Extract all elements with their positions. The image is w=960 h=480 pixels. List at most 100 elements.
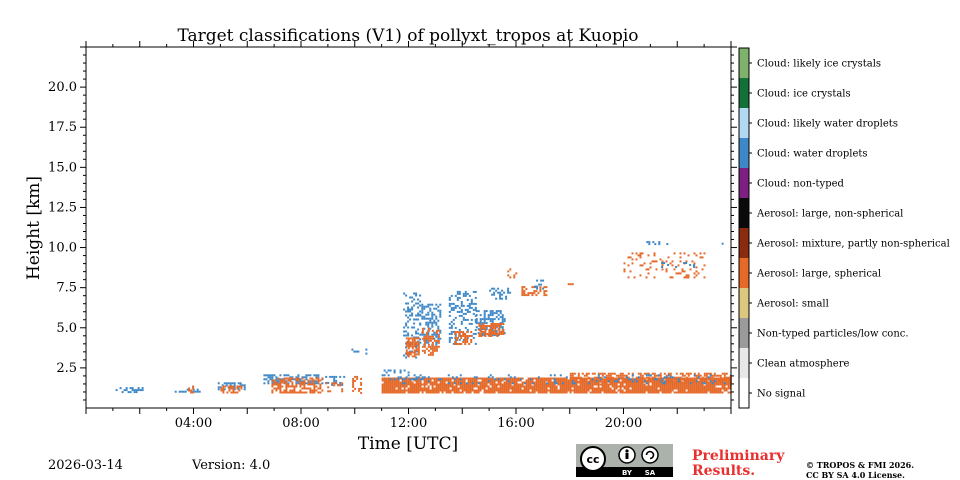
heatmap-cell — [571, 385, 574, 388]
heatmap-cell — [721, 378, 724, 381]
heatmap-cell — [523, 286, 526, 289]
heatmap-cell — [339, 375, 342, 378]
heatmap-cell — [275, 381, 278, 384]
heatmap-cell — [659, 372, 662, 375]
heatmap-cell — [417, 332, 420, 335]
heatmap-cell — [437, 305, 440, 308]
heatmap-cell — [319, 387, 322, 390]
heatmap-cell — [525, 288, 528, 291]
heatmap-cell — [683, 381, 686, 384]
heatmap-cell — [565, 376, 568, 379]
heatmap-cell — [649, 374, 652, 377]
heatmap-cell — [703, 276, 706, 279]
heatmap-cell — [437, 345, 440, 348]
heatmap-cell — [539, 387, 542, 390]
heatmap-region — [421, 327, 440, 356]
heatmap-cell — [637, 389, 640, 392]
heatmap-cell — [613, 377, 616, 380]
heatmap-cell — [719, 383, 722, 386]
heatmap-cell — [673, 387, 676, 390]
heatmap-cell — [405, 334, 408, 337]
heatmap-cell — [541, 377, 544, 380]
heatmap-cell — [273, 387, 276, 390]
heatmap-cell — [453, 379, 456, 382]
heatmap-cell — [468, 322, 471, 325]
heatmap-cell — [465, 377, 468, 380]
heatmap-region — [188, 385, 195, 394]
heatmap-cell — [603, 378, 606, 381]
heatmap-cell — [451, 377, 454, 380]
heatmap-cell — [435, 323, 438, 326]
heatmap-cell — [677, 387, 680, 390]
heatmap-cell — [515, 381, 518, 384]
heatmap-cell — [413, 351, 416, 354]
heatmap-cell — [563, 385, 566, 388]
heatmap-cell — [619, 383, 622, 386]
heatmap-cell — [450, 306, 453, 309]
heatmap-cell — [627, 256, 630, 259]
heatmap-cell — [283, 381, 286, 384]
heatmap-cell — [679, 387, 682, 390]
heatmap-cell — [425, 331, 428, 334]
colorbar-swatch — [739, 228, 749, 258]
heatmap-cell — [419, 333, 422, 336]
heatmap-cell — [393, 385, 396, 388]
heatmap-cell — [697, 387, 700, 390]
heatmap-cell — [484, 335, 487, 337]
heatmap-cell — [699, 378, 702, 381]
heatmap-cell — [569, 381, 572, 384]
heatmap-cell — [225, 384, 228, 387]
heatmap-cell — [439, 315, 442, 318]
heatmap-cell — [537, 387, 540, 390]
heatmap-cell — [505, 383, 508, 386]
heatmap-cell — [703, 377, 706, 380]
heatmap-cell — [623, 385, 626, 388]
heatmap-cell — [425, 317, 428, 320]
heatmap-cell — [405, 294, 408, 297]
heatmap-cell — [585, 385, 588, 388]
heatmap-cell — [437, 387, 440, 390]
heatmap-cell — [477, 377, 480, 380]
heatmap-cell — [265, 374, 268, 377]
heatmap-cell — [467, 385, 470, 388]
heatmap-cell — [493, 389, 496, 392]
heatmap-cell — [360, 387, 363, 390]
heatmap-cell — [635, 376, 638, 379]
heatmap-cell — [629, 378, 632, 381]
heatmap-cell — [479, 322, 482, 325]
heatmap-cell — [448, 336, 451, 339]
heatmap-cell — [409, 391, 412, 394]
heatmap-cell — [415, 356, 418, 359]
heatmap-cell — [433, 383, 436, 386]
heatmap-cell — [479, 320, 482, 323]
heatmap-cell — [537, 385, 540, 388]
heatmap-cell — [497, 314, 500, 317]
heatmap-cell — [435, 391, 438, 394]
heatmap-cell — [471, 389, 474, 392]
heatmap-cell — [719, 387, 722, 390]
heatmap-cell — [523, 385, 526, 388]
heatmap-cell — [139, 389, 142, 392]
heatmap-cell — [439, 378, 442, 381]
heatmap-cell — [313, 391, 316, 394]
heatmap-cell — [689, 268, 692, 271]
heatmap-cell — [535, 379, 538, 382]
heatmap-cell — [651, 379, 654, 382]
heatmap-cell — [480, 331, 483, 333]
heatmap-cell — [653, 383, 656, 386]
heatmap-cell — [464, 339, 467, 341]
heatmap-cell — [693, 391, 696, 394]
heatmap-cell — [450, 336, 453, 339]
heatmap-cell — [613, 391, 616, 394]
heatmap-cell — [474, 306, 477, 309]
heatmap-cell — [559, 387, 562, 390]
heatmap-cell — [645, 276, 648, 279]
heatmap-cell — [289, 376, 292, 379]
heatmap-cell — [467, 379, 470, 382]
heatmap-cell — [427, 353, 430, 356]
heatmap-cell — [543, 290, 546, 293]
heatmap-cell — [275, 378, 278, 381]
heatmap-cell — [533, 391, 536, 394]
heatmap-cell — [709, 389, 712, 392]
heatmap-cell — [543, 383, 546, 386]
